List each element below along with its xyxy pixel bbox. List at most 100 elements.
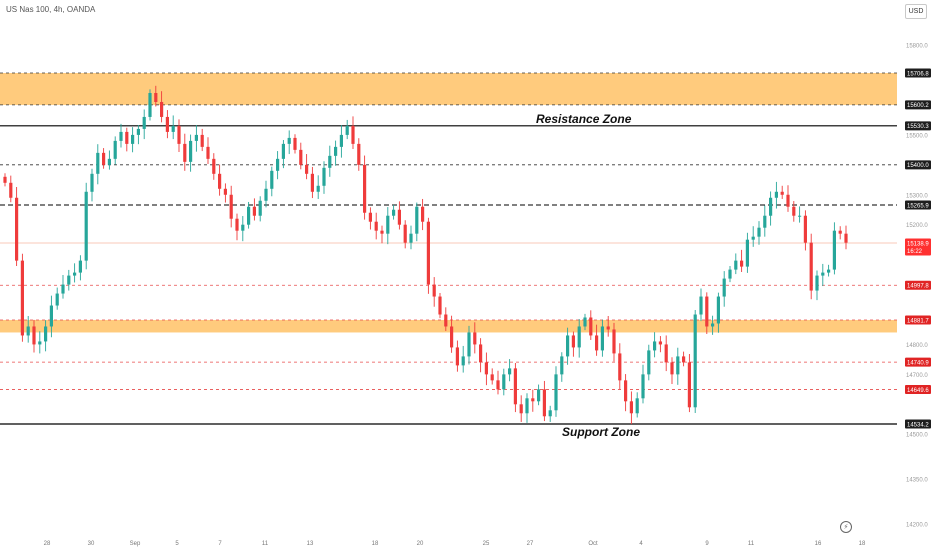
x-tick-label: 16 [815,541,822,547]
candle [61,284,65,294]
candle [421,206,425,222]
candle [426,221,430,285]
candle [461,356,465,366]
candle [519,404,523,414]
x-tick-label: 11 [262,541,269,547]
candle [131,134,135,144]
candle [548,410,552,417]
candle [171,125,175,132]
candle [803,215,807,243]
candle [786,194,790,207]
price-label: 15400.0 [907,163,929,169]
candle [299,149,303,165]
candle [757,227,761,237]
support-zone-label: Support Zone [562,425,640,439]
candle [328,155,332,168]
zone-rect [0,73,897,105]
candle [560,356,564,375]
candle [119,131,123,141]
candle [687,362,691,408]
candle [107,158,111,165]
candle [363,164,367,213]
candle [264,188,268,201]
candle [247,206,251,225]
candle [566,335,570,357]
candle [113,140,117,159]
price-label-bg [905,200,931,210]
x-tick-label: 27 [527,541,534,547]
price-label: 15706.8 [907,71,929,77]
candle [525,398,529,414]
symbol-title[interactable]: US Nas 100, 4h, OANDA [6,5,96,14]
x-tick-label: Oct [588,541,598,547]
candle [403,224,407,243]
candle [716,296,720,324]
candle [583,317,587,327]
candle [641,374,645,399]
candle [531,398,535,402]
candle [241,224,245,231]
candle [334,146,338,156]
candle [380,230,384,234]
x-tick-label: 5 [175,541,179,547]
y-tick-label: 14800.0 [906,343,928,349]
candles-layer [3,85,848,425]
candle [664,344,668,363]
currency-button[interactable]: USD [905,4,927,19]
y-tick-label: 14200.0 [906,523,928,529]
candle [351,125,355,144]
countdown-label: 16:22 [907,249,923,255]
candle [90,173,94,192]
candle [624,380,628,402]
candle [386,215,390,234]
price-labels-layer: 15706.8 15600.2 15530.3 15400.0 15265.9 15138… [905,68,931,429]
x-tick-label: 7 [218,541,222,547]
x-axis[interactable]: 28 30 Sep 5 7 11 13 18 20 25 27 Oct 4 9 11 16 18 [44,541,866,547]
candle [218,173,222,189]
price-label: 14997.8 [907,284,929,290]
candle [647,350,651,375]
candle [73,272,77,276]
candle [455,347,459,366]
x-tick-label: 18 [372,541,379,547]
price-label-bg [905,280,931,290]
y-tick-label: 15200.0 [906,223,928,229]
candle [223,188,227,195]
candle [287,137,291,144]
x-tick-label: 11 [748,541,755,547]
candle [763,215,767,228]
price-label: 14649.6 [907,388,929,394]
candle [600,326,604,351]
candle [658,341,662,345]
candle [96,152,100,174]
candle [751,236,755,240]
x-tick-label: 13 [307,541,314,547]
candle [415,206,419,234]
candle [774,191,778,198]
candle [821,272,825,276]
candle [827,269,831,273]
candle [78,260,82,273]
candle [705,296,709,327]
candle [305,164,309,174]
candle [635,398,639,414]
candle [322,167,326,186]
candle [409,233,413,243]
candle [542,389,546,417]
candle [618,353,622,381]
candle [438,296,442,315]
zones-layer [0,73,897,333]
candle [432,284,436,297]
candle [316,185,320,192]
candle [189,140,193,162]
lightning-icon[interactable]: ⚡ [840,521,852,533]
candle [84,191,88,261]
resistance-zone-label: Resistance Zone [536,111,632,126]
y-tick-label: 15800.0 [906,44,928,50]
candle [194,134,198,141]
candle [374,221,378,231]
candle [479,344,483,363]
candle [490,374,494,381]
